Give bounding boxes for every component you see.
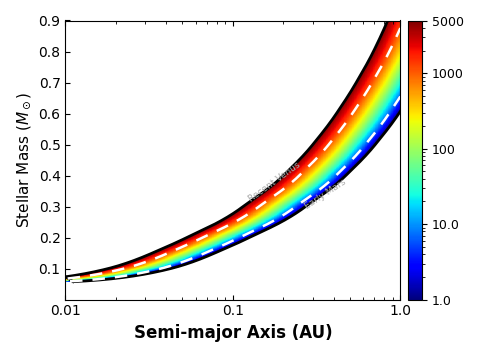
Text: Early Mars: Early Mars bbox=[303, 177, 348, 211]
Y-axis label: Stellar Mass ($M_\odot$): Stellar Mass ($M_\odot$) bbox=[15, 92, 33, 228]
X-axis label: Semi-major Axis (AU): Semi-major Axis (AU) bbox=[134, 324, 332, 342]
Text: Recent Venus: Recent Venus bbox=[247, 160, 302, 203]
